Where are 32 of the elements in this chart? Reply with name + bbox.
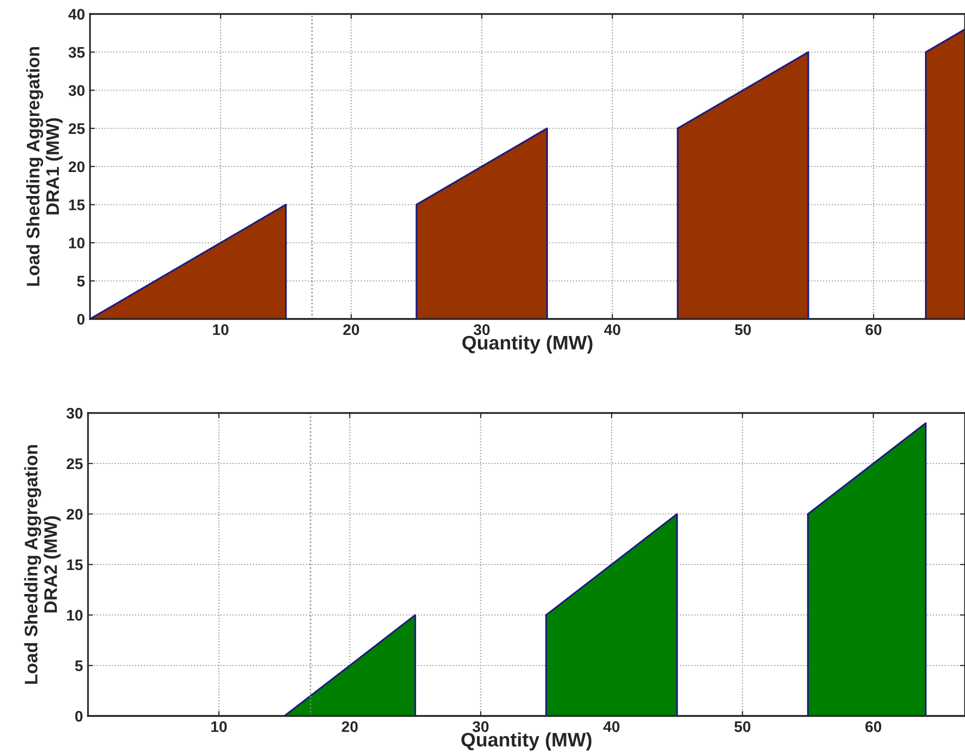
y-tick-label: 5 [77, 276, 85, 287]
y-tick-label: 20 [68, 161, 85, 172]
y-tick-label: 10 [69, 238, 85, 248]
y-tick-label: 15 [67, 560, 83, 570]
y-tick-label: 30 [66, 408, 83, 419]
y-tick-label: 30 [68, 85, 85, 96]
x-tick-label: 60 [866, 324, 882, 336]
y-tick-label: 25 [66, 458, 83, 470]
y-axis-title: Load Shedding Aggregation DRA1 (MW) [26, 47, 63, 286]
y-tick-label: 40 [68, 8, 85, 20]
x-tick-label: 60 [865, 721, 882, 732]
x-tick-label: 20 [342, 721, 358, 732]
x-tick-label: 20 [343, 324, 360, 336]
y-tick-label: 0 [77, 314, 85, 325]
y-tick-label: 0 [75, 710, 83, 722]
y-tick-label: 25 [68, 123, 85, 134]
x-tick-label: 50 [734, 721, 750, 732]
x-axis-title: Quantity (MW) [461, 732, 592, 750]
y-tick-label: 15 [69, 200, 85, 210]
x-tick-label: 50 [734, 324, 751, 336]
x-tick-label: 40 [603, 721, 620, 732]
x-tick-label: 30 [474, 324, 490, 336]
y-tick-label: 10 [67, 610, 83, 621]
x-axis-title: Quantity (MW) [462, 335, 592, 354]
y-axis-title: Load Shedding Aggregation DRA2 (MW) [24, 445, 61, 684]
x-tick-label: 40 [604, 324, 620, 336]
y-tick-label: 35 [68, 46, 85, 58]
y-tick-label: 20 [66, 508, 83, 520]
x-tick-label: 10 [213, 324, 228, 336]
x-tick-label: 30 [472, 721, 489, 732]
y-tick-label: 5 [75, 660, 83, 672]
x-tick-label: 10 [211, 721, 227, 732]
